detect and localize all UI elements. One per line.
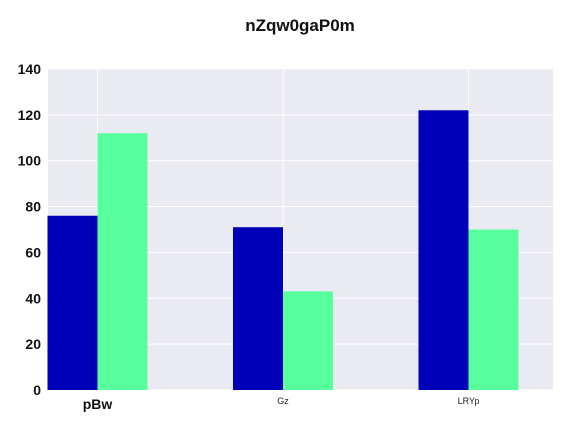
x-tick-label: LRYp (458, 396, 480, 406)
bar-series2-Gz (283, 291, 333, 390)
x-tick-label: pBw (83, 396, 113, 412)
y-tick-label: 120 (18, 107, 42, 123)
y-tick-label: 60 (25, 244, 41, 260)
bar-series1-pBw (47, 215, 98, 390)
x-axis-ticks: pBw Gz LRYp (83, 396, 480, 412)
y-tick-label: 40 (25, 290, 41, 306)
y-tick-label: 0 (33, 382, 41, 398)
bar-series2-LRYp (468, 229, 519, 390)
x-tick-label: Gz (277, 396, 289, 406)
y-tick-label: 80 (25, 199, 41, 215)
bar-series1-LRYp (418, 110, 469, 391)
y-tick-label: 100 (18, 153, 42, 169)
y-axis-ticks: 0 20 40 60 80 100 120 140 (18, 61, 42, 398)
bar-series2-pBw (97, 133, 148, 390)
y-tick-label: 140 (18, 61, 42, 77)
chart-title: nZqw0gaP0m (245, 16, 355, 35)
y-tick-label: 20 (25, 336, 41, 352)
bar-series1-Gz (233, 227, 283, 390)
bars (47, 110, 519, 391)
